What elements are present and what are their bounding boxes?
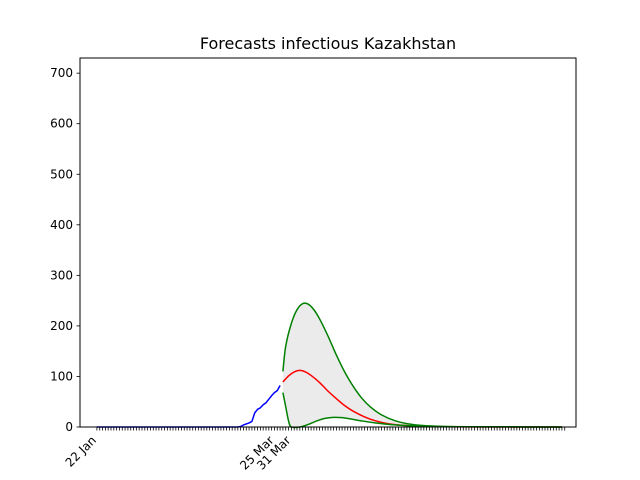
y-tick-label: 200 bbox=[50, 319, 73, 333]
y-axis: 0 100 200 300 400 500 600 700 bbox=[50, 66, 80, 434]
y-tick-label: 300 bbox=[50, 268, 73, 282]
chart-title: Forecasts infectious Kazakhstan bbox=[200, 34, 456, 53]
y-tick-label: 400 bbox=[50, 218, 73, 232]
series-line-observed bbox=[96, 385, 281, 428]
y-tick-label: 700 bbox=[50, 66, 73, 80]
forecast-band bbox=[282, 303, 562, 428]
y-tick-label: 0 bbox=[65, 420, 73, 434]
y-tick-label: 600 bbox=[50, 117, 73, 131]
forecast-band-area bbox=[282, 303, 562, 428]
y-tick-label: 100 bbox=[50, 369, 73, 383]
series-line-forecast-upper bbox=[282, 302, 562, 428]
y-tick-label: 500 bbox=[50, 167, 73, 181]
